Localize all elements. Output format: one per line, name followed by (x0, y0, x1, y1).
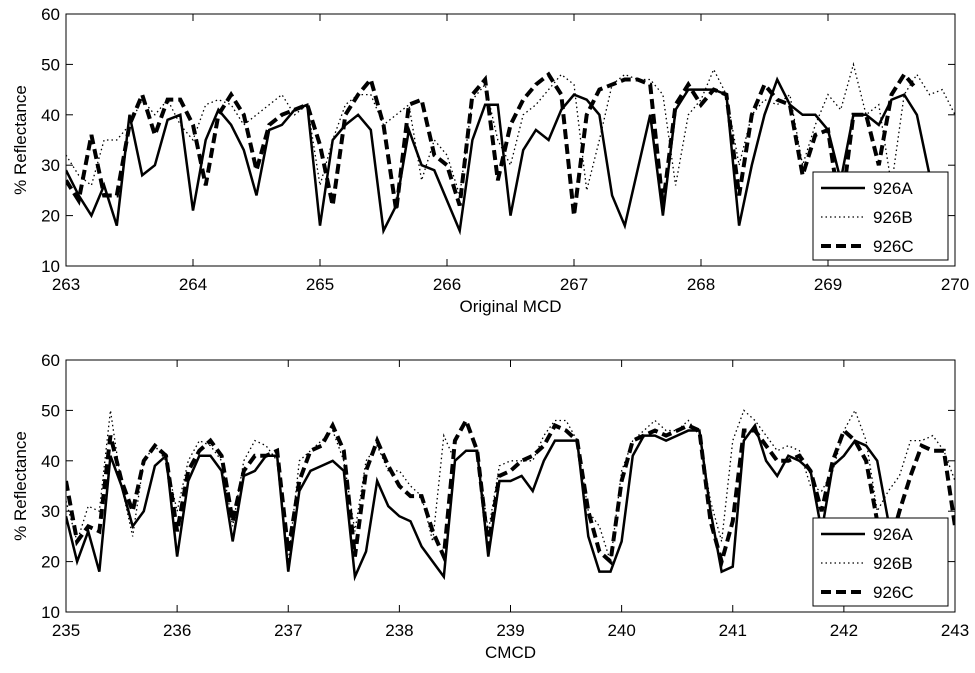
y-tick-label: 30 (41, 502, 60, 521)
y-tick-label: 60 (41, 5, 60, 24)
legend-box (812, 517, 949, 607)
y-tick-label: 10 (41, 257, 60, 276)
data-line (66, 76, 931, 236)
legend-label: 926B (873, 208, 913, 227)
legend-label: 926C (873, 583, 914, 602)
data-line (66, 71, 919, 216)
y-axis-label: % Reflectance (11, 431, 30, 541)
data-line (66, 422, 890, 582)
x-axis-label: CMCD (485, 643, 536, 662)
data-line (66, 415, 955, 570)
x-tick-label: 265 (306, 275, 334, 294)
legend-label: 926B (873, 554, 913, 573)
x-tick-label: 263 (52, 275, 80, 294)
x-tick-label: 240 (607, 621, 635, 640)
x-tick-label: 264 (179, 275, 207, 294)
x-tick-label: 266 (433, 275, 461, 294)
x-tick-label: 235 (52, 621, 80, 640)
y-tick-label: 20 (41, 207, 60, 226)
legend-label: 926A (873, 525, 913, 544)
x-tick-label: 242 (830, 621, 858, 640)
legend-label: 926C (873, 237, 914, 256)
x-tick-label: 237 (274, 621, 302, 640)
x-tick-label: 243 (941, 621, 969, 640)
x-tick-label: 241 (719, 621, 747, 640)
y-tick-label: 40 (41, 452, 60, 471)
x-tick-label: 270 (941, 275, 969, 294)
x-tick-label: 268 (687, 275, 715, 294)
legend-label: 926A (873, 179, 913, 198)
x-tick-label: 238 (385, 621, 413, 640)
x-tick-label: 269 (814, 275, 842, 294)
y-axis-label: % Reflectance (11, 85, 30, 195)
y-tick-label: 50 (41, 55, 60, 74)
y-tick-label: 40 (41, 106, 60, 125)
x-axis-label: Original MCD (459, 297, 561, 316)
y-tick-label: 60 (41, 351, 60, 370)
axes-frame (65, 13, 956, 267)
legend-box (812, 171, 949, 261)
y-tick-label: 30 (41, 156, 60, 175)
y-tick-label: 20 (41, 553, 60, 572)
x-tick-label: 267 (560, 275, 588, 294)
x-tick-label: 236 (163, 621, 191, 640)
y-tick-label: 50 (41, 401, 60, 420)
x-tick-label: 239 (496, 621, 524, 640)
y-tick-label: 10 (41, 603, 60, 622)
